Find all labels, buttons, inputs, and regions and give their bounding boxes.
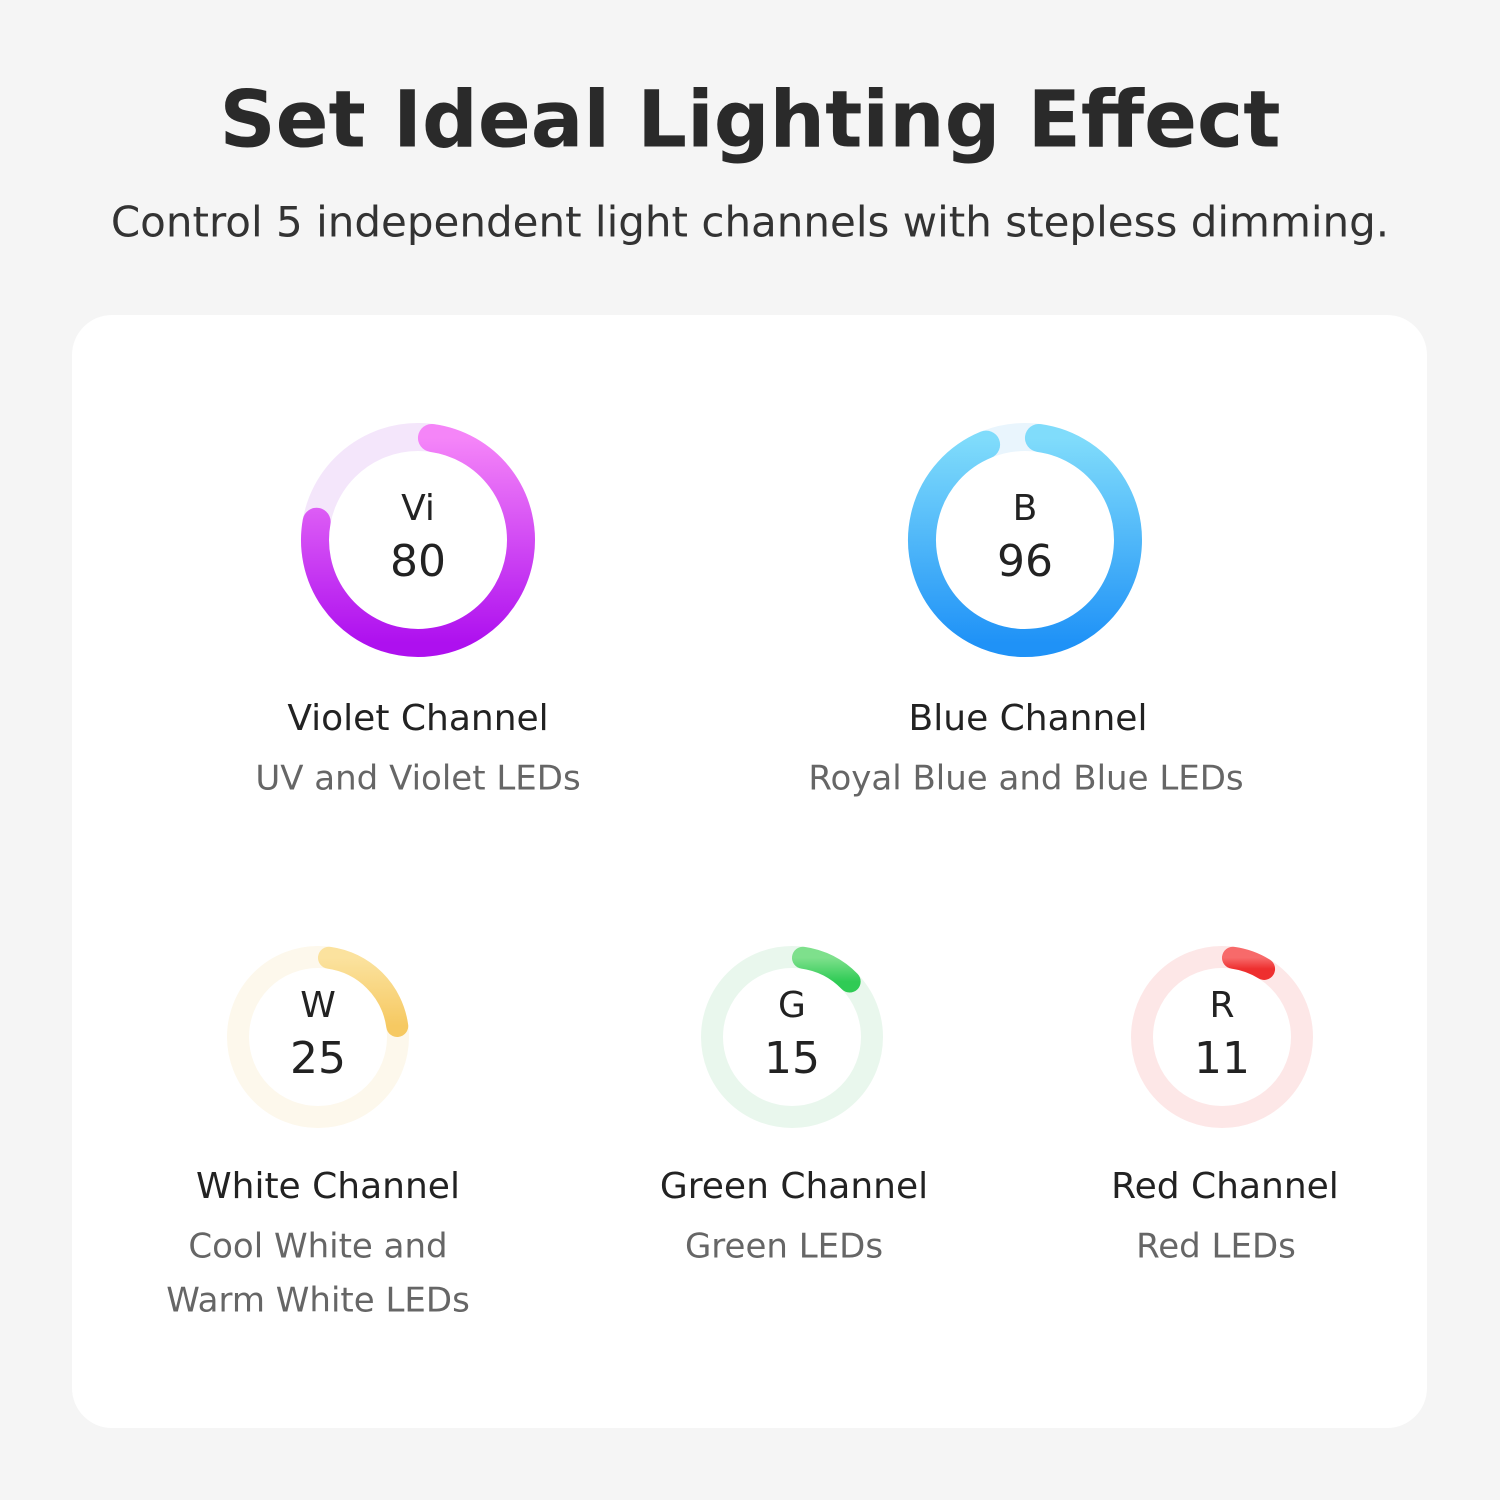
channel-symbol: W xyxy=(300,985,336,1026)
channel-description: Red LEDs xyxy=(1136,1227,1296,1267)
channel-value: 96 xyxy=(997,536,1053,587)
channel-name: Blue Channel xyxy=(909,698,1148,739)
channel-name: White Channel xyxy=(196,1166,460,1207)
channel-value: 25 xyxy=(290,1033,346,1084)
channel-name: Red Channel xyxy=(1111,1166,1339,1207)
channel-symbol: Vi xyxy=(401,488,435,529)
ring-arc xyxy=(1221,946,1276,980)
channel-name: Violet Channel xyxy=(287,698,548,739)
channel-value: 80 xyxy=(390,536,446,587)
channel-description: Warm White LEDs xyxy=(166,1281,470,1321)
subtitle: Control 5 independent light channels wit… xyxy=(111,198,1389,247)
channel-description: Green LEDs xyxy=(685,1227,883,1267)
channel-symbol: B xyxy=(1013,488,1038,529)
channel-description: UV and Violet LEDs xyxy=(255,759,580,799)
ring-arc xyxy=(908,423,1142,657)
channel-symbol: R xyxy=(1209,985,1234,1026)
channel-description: Royal Blue and Blue LEDs xyxy=(808,759,1243,799)
ring-arc xyxy=(791,946,861,993)
title: Set Ideal Lighting Effect xyxy=(219,75,1280,165)
channel-value: 15 xyxy=(764,1033,820,1084)
channel-name: Green Channel xyxy=(660,1166,928,1207)
card xyxy=(72,315,1427,1428)
channel-symbol: G xyxy=(778,985,806,1026)
ring-arc xyxy=(317,946,409,1038)
ring-arc xyxy=(301,423,535,657)
channel-value: 11 xyxy=(1194,1033,1250,1084)
channel-description: Cool White and xyxy=(188,1227,447,1267)
